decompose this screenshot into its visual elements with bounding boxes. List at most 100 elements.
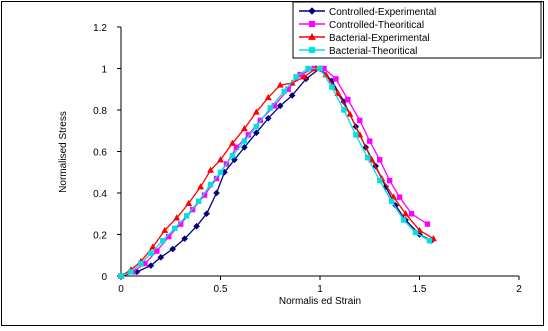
data-point: [424, 221, 431, 227]
legend-label: Bacterial-Experimental: [329, 33, 430, 44]
x-tick-label: 0: [118, 284, 124, 295]
y-tick-label: 1.2: [93, 23, 107, 34]
series-3: [117, 64, 437, 279]
legend-entry: Bacterial-Experimental: [299, 32, 430, 44]
series-2: [118, 65, 431, 279]
series-line: [120, 67, 432, 277]
data-point: [172, 225, 178, 231]
data-point: [154, 248, 160, 254]
data-point: [160, 238, 166, 244]
data-point: [376, 177, 383, 184]
legend-entry: Controlled-Theoritical: [299, 20, 424, 31]
data-point: [365, 155, 371, 161]
data-point: [317, 65, 323, 72]
series-4: [118, 65, 433, 279]
data-point: [217, 169, 224, 175]
x-tick-label: 1: [317, 284, 323, 295]
x-axis-label: Normalis ed Strain: [279, 296, 361, 307]
series-line: [120, 67, 428, 277]
data-point: [169, 245, 177, 253]
data-point: [241, 144, 248, 151]
data-point: [189, 206, 196, 213]
data-point: [183, 213, 190, 219]
chart-frame: 0 0.5 1 1.5 2 0 0.2 0.4 0.6 0.8 1 1.2 Normalised St…: [1, 1, 544, 326]
legend-entry: Bacterial-Theoritical: [299, 46, 417, 57]
y-tick-label: 0: [101, 272, 107, 283]
y-tick-label: 0.4: [93, 189, 107, 200]
data-point: [197, 183, 205, 190]
data-point: [341, 107, 347, 113]
data-point: [300, 73, 308, 80]
x-tick-label: 1.5: [413, 284, 427, 295]
data-point: [207, 181, 214, 188]
data-point: [357, 117, 363, 124]
data-point: [264, 114, 272, 122]
legend-label: Controlled-Theoritical: [329, 20, 424, 31]
y-tick-label: 0.6: [93, 148, 107, 159]
legend-label: Controlled-Experimental: [329, 7, 436, 18]
data-point: [148, 250, 154, 256]
data-point: [185, 199, 193, 206]
data-point: [402, 210, 410, 217]
data-point: [157, 254, 165, 261]
chart-series-layer: [117, 64, 437, 280]
data-point: [253, 123, 260, 130]
data-point: [308, 32, 316, 40]
data-point: [173, 214, 181, 221]
data-point: [207, 166, 214, 173]
y-tick-label: 0.8: [93, 106, 107, 117]
data-point: [382, 183, 389, 191]
chart-canvas: 0 0.5 1 1.5 2 0 0.2 0.4 0.6 0.8 1 1.2 Normalised St…: [58, 2, 542, 307]
data-point: [308, 20, 316, 28]
chart-axes: [120, 27, 519, 277]
data-point: [193, 222, 200, 230]
data-point: [181, 235, 188, 242]
y-tick-label: 1: [101, 65, 107, 76]
data-point: [241, 138, 248, 144]
data-point: [408, 211, 415, 217]
data-point: [426, 238, 433, 244]
data-point: [376, 157, 383, 163]
series-line: [120, 67, 434, 277]
y-axis-label: Normalised Stress: [58, 111, 69, 193]
data-point: [138, 260, 144, 267]
data-point: [288, 92, 296, 99]
data-point: [396, 194, 403, 200]
data-point: [213, 189, 220, 197]
data-point: [346, 110, 354, 117]
data-point: [228, 139, 236, 146]
y-tick-label: 0.2: [93, 231, 107, 242]
data-point: [147, 262, 155, 269]
chart-ticks: 0 0.5 1 1.5 2 0 0.2 0.4 0.6 0.8 1 1.2: [93, 23, 522, 295]
data-point: [253, 129, 260, 137]
data-point: [281, 88, 287, 95]
data-point: [308, 46, 316, 54]
data-point: [329, 84, 335, 90]
data-point: [353, 132, 359, 138]
x-tick-label: 0.5: [214, 284, 228, 295]
data-point: [149, 243, 157, 250]
data-point: [276, 81, 284, 88]
data-point: [412, 229, 419, 236]
data-point: [334, 89, 342, 96]
legend-box: [292, 2, 542, 59]
data-point: [203, 210, 210, 218]
data-point: [267, 105, 273, 111]
legend-label: Bacterial-Theoritical: [329, 46, 417, 57]
x-tick-label: 2: [516, 284, 522, 295]
data-point: [400, 217, 407, 223]
legend-entry: Controlled-Experimental: [299, 7, 436, 18]
data-point: [293, 74, 299, 80]
data-point: [388, 198, 395, 205]
data-point: [252, 108, 260, 115]
series-line: [120, 67, 430, 277]
data-point: [308, 7, 316, 15]
data-point: [345, 96, 351, 103]
chart-legend: Controlled-Experimental Controlled-Theori…: [292, 2, 542, 59]
data-point: [276, 102, 284, 110]
data-point: [264, 93, 272, 101]
data-point: [161, 226, 169, 233]
data-point: [305, 65, 311, 72]
data-point: [229, 152, 236, 159]
data-point: [231, 156, 238, 164]
